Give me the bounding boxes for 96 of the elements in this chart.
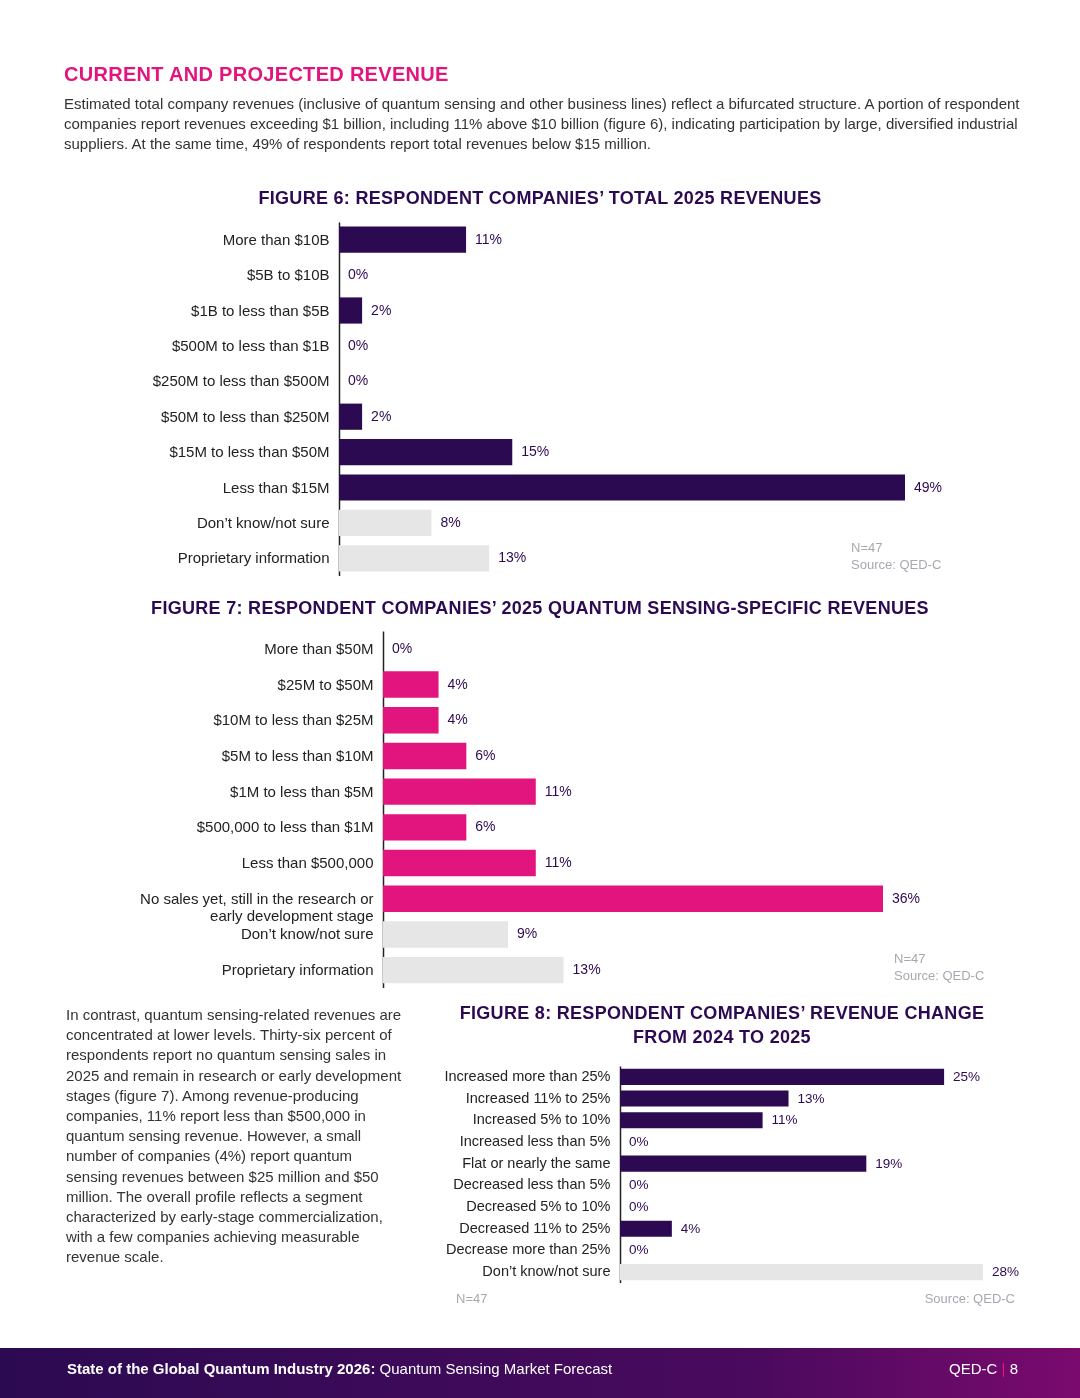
bar xyxy=(383,849,536,877)
data-label: 2% xyxy=(371,301,392,318)
y-tick-label: Decreased less than 5% xyxy=(453,1176,611,1193)
bar xyxy=(339,545,490,572)
y-tick-label: Don’t know/not sure xyxy=(196,513,330,531)
data-label: 2% xyxy=(371,407,392,424)
y-tick-label: Decreased 11% to 25% xyxy=(459,1219,611,1236)
annotation: N=47 xyxy=(851,539,883,556)
y-tick-label: $250M to less than $500M xyxy=(152,372,330,390)
y-tick-label: $25M to $50M xyxy=(277,675,374,693)
data-label: 4% xyxy=(447,675,468,692)
y-tick-label: Less than $500,000 xyxy=(241,854,374,872)
data-label: 11% xyxy=(544,854,572,871)
chart-title: FIGURE 6: RESPONDENT COMPANIES’ TOTAL 2025 REVENUES xyxy=(257,187,823,210)
data-label: 4% xyxy=(680,1220,701,1236)
y-tick-label: $500,000 to less than $1M xyxy=(196,818,374,836)
y-tick-label: Less than $15M xyxy=(222,478,330,496)
data-label: 0% xyxy=(629,1177,649,1193)
y-tick-label: Increased more than 25% xyxy=(444,1067,611,1084)
y-tick-label: $50M to less than $250M xyxy=(161,407,330,425)
data-label: 11% xyxy=(475,230,503,247)
y-tick-label: $1M to less than $5M xyxy=(230,782,374,800)
y-tick-label: $500M to less than $1B xyxy=(171,336,330,354)
bar xyxy=(383,921,508,948)
bar xyxy=(383,778,536,805)
bar xyxy=(339,297,363,324)
data-label: 25% xyxy=(953,1068,981,1084)
data-label: 11% xyxy=(544,782,572,799)
annotation: Source: QED-C xyxy=(851,556,942,573)
y-tick-label: Increased less than 5% xyxy=(459,1132,611,1149)
data-label: 28% xyxy=(992,1264,1020,1280)
data-label: 36% xyxy=(892,889,921,906)
data-label: 0% xyxy=(629,1133,649,1149)
y-tick-label: Don’t know/not sure xyxy=(482,1263,611,1280)
text: QED-C | 8 xyxy=(949,1360,1018,1377)
data-label: 0% xyxy=(629,1199,649,1215)
bar xyxy=(339,226,467,253)
y-tick-label: Increased 11% to 25% xyxy=(465,1089,611,1106)
y-tick-label: $10M to less than $25M xyxy=(213,711,374,729)
y-tick-label: $5B to $10B xyxy=(246,266,330,284)
chart-title: FIGURE 8: RESPONDENT COMPANIES’ REVENUE CHANGE FROM 2024 TO 2025 xyxy=(458,1002,986,1049)
data-label: 15% xyxy=(521,443,550,460)
source-note: Source: QED-C xyxy=(924,1290,1015,1307)
y-tick-label: Increased 5% to 10% xyxy=(472,1111,611,1128)
data-label: 13% xyxy=(572,961,601,978)
data-label: 0% xyxy=(348,266,369,283)
y-tick-label: Flat or nearly the same xyxy=(462,1154,611,1171)
text: In contrast, quantum sensing-related revenues are concentrated at lower levels. Thirty-six percent of respondents report no quantum sensing sales in 2025 and remain in research or early development stages (figure 7). Among revenue-producing companies, 11% report less than $500,000 in quantum sensing revenue. However, a small number of companies (4%) report quantum sensing revenues between $25 million and $50 million. The overall profile reflects a segment characterized by early-stage commercialization, with a few companies achieving measurable revenue scale. xyxy=(66,1006,402,1266)
bar xyxy=(620,1264,983,1281)
data-label: 13% xyxy=(498,549,527,566)
data-label: 19% xyxy=(875,1155,903,1171)
bar xyxy=(383,956,564,984)
y-tick-label: $15M to less than $50M xyxy=(169,443,330,461)
y-tick-label: Proprietary information xyxy=(177,549,330,567)
bar xyxy=(339,439,513,466)
bar xyxy=(620,1068,945,1085)
bar xyxy=(620,1090,789,1107)
bar xyxy=(620,1112,763,1129)
data-label: 13% xyxy=(797,1090,825,1106)
y-tick-label: More than $50M xyxy=(264,639,374,657)
text: State of the Global Quantum Industry 2026: Quantum Sensing Market Forecast xyxy=(67,1360,613,1377)
data-label: 0% xyxy=(348,336,369,353)
y-tick-label: $1B to less than $5B xyxy=(191,301,330,319)
y-tick-label: No sales yet, still in the research or early development stage xyxy=(140,889,374,924)
y-tick-label: Decreased 5% to 10% xyxy=(466,1198,611,1215)
bar xyxy=(620,1220,672,1237)
data-label: 11% xyxy=(771,1112,798,1128)
y-tick-label: Decrease more than 25% xyxy=(446,1241,611,1258)
bar xyxy=(339,509,432,536)
data-label: 9% xyxy=(517,925,538,942)
bar xyxy=(383,671,439,698)
y-tick-label: Don’t know/not sure xyxy=(240,925,374,943)
bar xyxy=(339,403,363,430)
y-tick-label: $5M to less than $10M xyxy=(221,746,374,764)
data-label: 0% xyxy=(392,639,413,656)
data-label: 8% xyxy=(440,513,461,530)
data-label: 4% xyxy=(447,711,468,728)
data-label: 0% xyxy=(629,1242,649,1258)
data-label: 49% xyxy=(914,478,943,495)
bar xyxy=(383,707,439,734)
chart-title: FIGURE 7: RESPONDENT COMPANIES’ 2025 QUANTUM SENSING-SPECIFIC REVENUES xyxy=(150,597,930,620)
data-label: 0% xyxy=(348,372,369,389)
bar xyxy=(383,742,467,770)
text: CURRENT AND PROJECTED REVENUE xyxy=(64,62,449,86)
text: N=47 xyxy=(894,950,926,967)
data-label: 6% xyxy=(475,746,496,763)
text: N=47 xyxy=(456,1290,488,1307)
y-tick-label: Proprietary information xyxy=(221,961,374,979)
text: Estimated total company revenues (inclusive of quantum sensing and other business lines) reflect a bifurcated structure. A portion of respondent companies report revenues exceeding $1 billion, including 11% above $10 billion (figure 6), indicating participation by large, diversified industrial suppliers. At the same time, 49% of respondents report total revenues below $15 million. xyxy=(64,94,1021,155)
bar xyxy=(383,885,883,912)
data-label: 6% xyxy=(475,818,496,835)
bar xyxy=(339,474,905,501)
source-note: Source: QED-C xyxy=(894,967,985,984)
bar xyxy=(383,814,467,841)
y-tick-label: More than $10B xyxy=(222,230,330,248)
bar xyxy=(620,1155,867,1172)
